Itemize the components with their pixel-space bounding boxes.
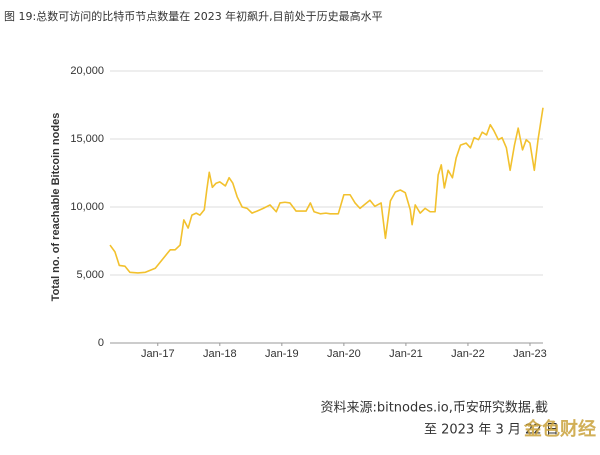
x-tick-label: Jan-19 — [265, 348, 299, 360]
x-tick-label: Jan-18 — [203, 348, 237, 360]
y-axis-label: Total no. of reachable Bitcoin nodes — [50, 113, 62, 302]
x-tick-label: Jan-22 — [451, 348, 485, 360]
watermark: 金色财经 — [523, 418, 596, 440]
y-tick-label: 10,000 — [70, 201, 104, 213]
x-tick-label: Jan-21 — [389, 348, 423, 360]
x-tick-label: Jan-17 — [141, 348, 175, 360]
chart-title: 图 19:总数可访问的比特币节点数量在 2023 年初飙升,目前处于历史最高水平 — [4, 9, 383, 23]
x-tick-label: Jan-20 — [327, 348, 361, 360]
data-line — [109, 107, 544, 274]
y-tick-label: 15,000 — [70, 133, 104, 145]
y-tick-label: 20,000 — [70, 65, 104, 77]
y-tick-label: 0 — [98, 337, 104, 349]
source-line: 资料来源:bitnodes.io,币安研究数据,截 — [320, 401, 548, 416]
source-line: 至 2023 年 3 月 22 日 — [424, 423, 559, 438]
x-tick-label: Jan-23 — [513, 348, 547, 360]
y-tick-label: 5,000 — [76, 269, 104, 281]
